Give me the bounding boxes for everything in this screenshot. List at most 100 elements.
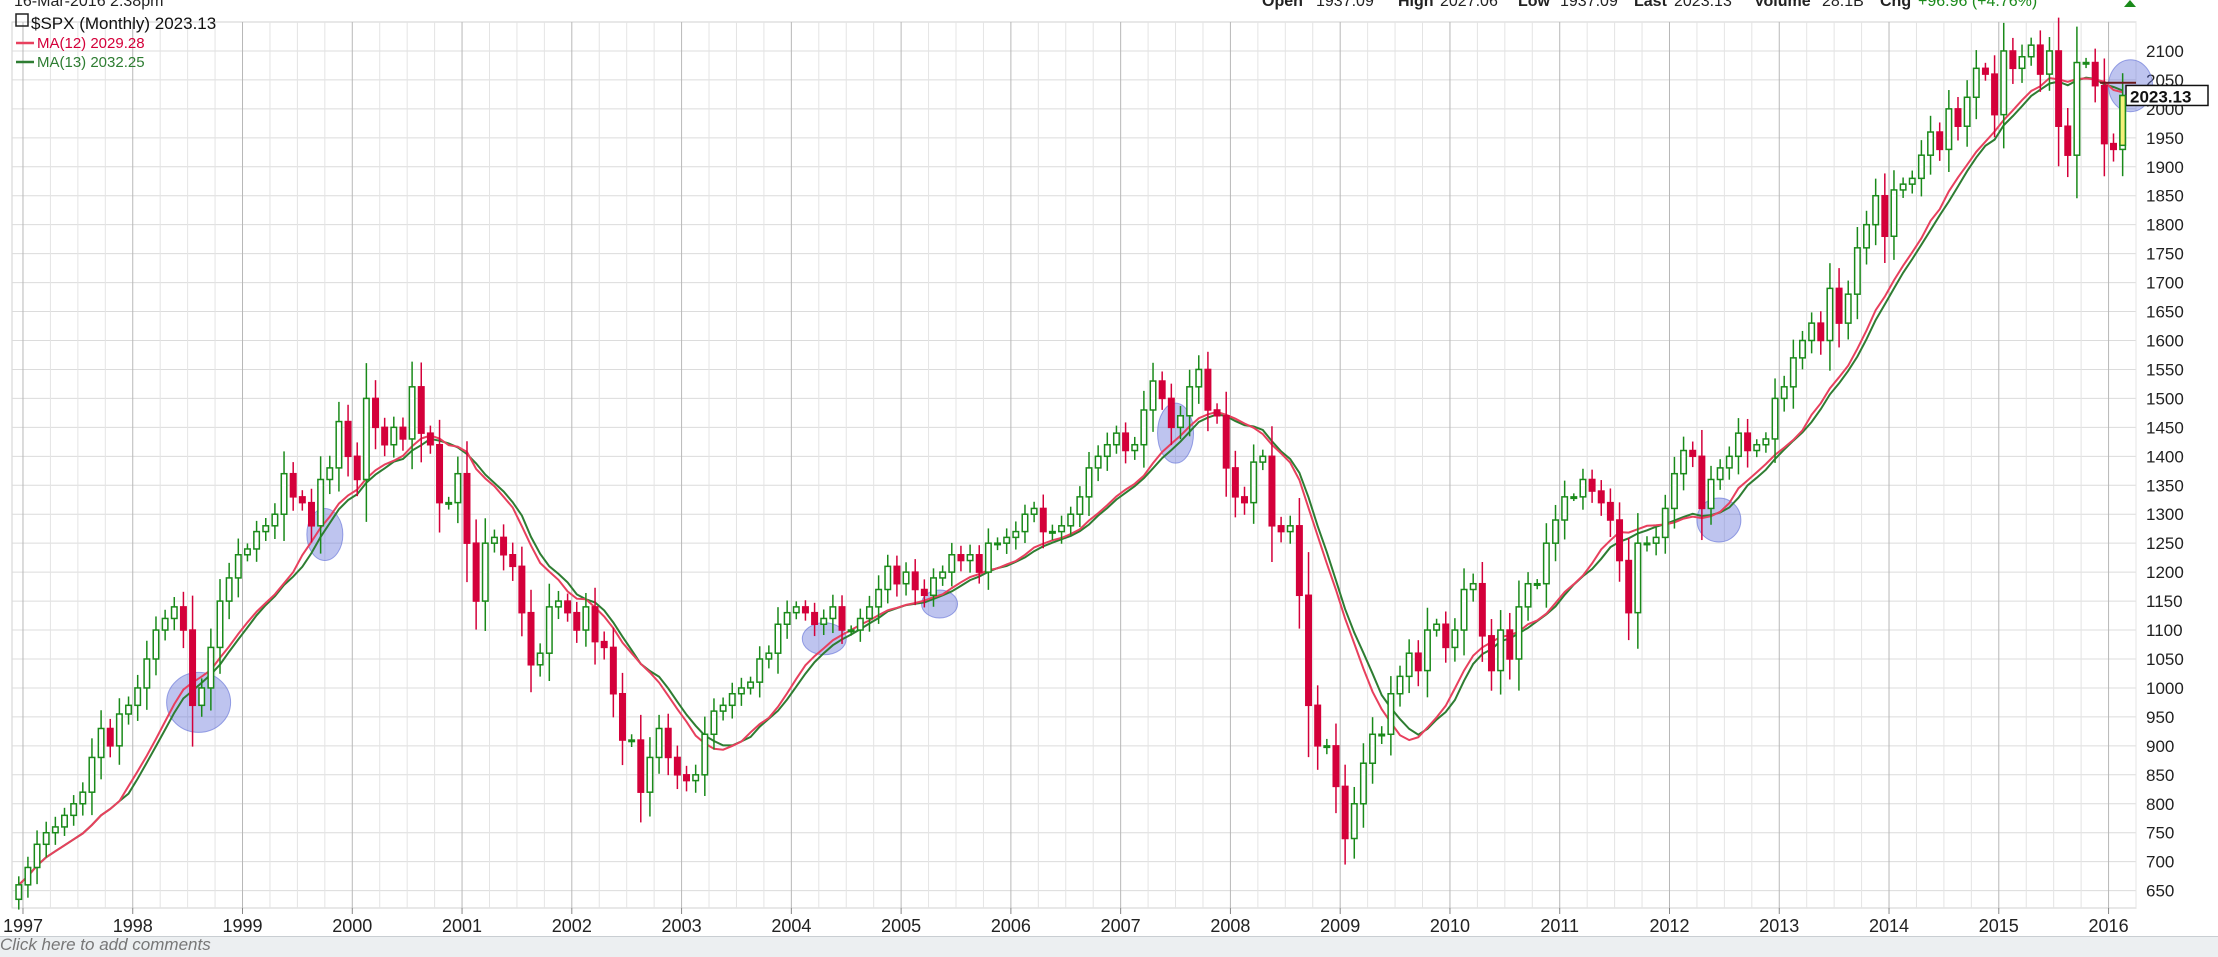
candle-up (1917, 154, 1925, 180)
candle-up (1899, 183, 1907, 191)
y-tick-label: 1800 (2146, 216, 2184, 235)
candle-up (554, 600, 562, 608)
y-tick-label: 1400 (2146, 447, 2184, 466)
candle-up (939, 571, 947, 579)
candle-up (783, 611, 791, 625)
candle-up (1853, 247, 1861, 295)
x-tick-label: 2002 (552, 916, 592, 936)
legend-ma13: MA(13) 2032.25 (37, 54, 145, 71)
candle-up (88, 756, 96, 793)
candle-down (893, 565, 901, 585)
candle-up (152, 629, 160, 660)
candle-down (1991, 73, 1999, 116)
x-tick-label: 1998 (113, 916, 153, 936)
candle-up (719, 704, 727, 712)
candle-up (1387, 692, 1395, 736)
x-tick-label: 2014 (1869, 916, 1909, 936)
candle-down (463, 472, 471, 544)
candle-down (2091, 61, 2099, 87)
comment-prompt[interactable]: Click here to add comments (0, 935, 211, 954)
candle-up (1872, 194, 1880, 226)
candle-down (426, 432, 434, 446)
candle-down (1341, 785, 1349, 840)
candle-down (573, 611, 581, 631)
y-tick-label: 1600 (2146, 331, 2184, 350)
candle-up (1762, 438, 1770, 446)
y-tick-label: 1050 (2146, 650, 2184, 669)
x-tick-label: 1999 (222, 916, 262, 936)
candle-up (1286, 525, 1294, 533)
candle-up (1542, 542, 1550, 585)
chg-value: +96.96 (+4.76%) (1918, 0, 2037, 10)
candle-up (994, 542, 1002, 546)
candle-up (1826, 287, 1834, 342)
y-tick-label: 900 (2146, 737, 2174, 756)
y-tick-label: 1700 (2146, 274, 2184, 293)
x-tick-label: 2008 (1210, 916, 1250, 936)
candle-down (1689, 449, 1697, 458)
header-timestamp: 16-Mar-2016 2:38pm (14, 0, 163, 10)
candle-up (1359, 762, 1367, 805)
low-label: Low (1518, 0, 1551, 10)
candle-down (2100, 84, 2108, 145)
candle-up (829, 606, 837, 620)
y-tick-label: 750 (2146, 824, 2174, 843)
x-tick-label: 2005 (881, 916, 921, 936)
candle-up (747, 681, 755, 689)
x-tick-label: 2004 (771, 916, 811, 936)
candle-up (765, 652, 773, 660)
candle-up (271, 513, 279, 527)
last-price-group: 2023.13 (2100, 81, 2209, 147)
candle-down (1231, 467, 1239, 498)
legend-symbol-box (15, 13, 29, 27)
candle-up (902, 571, 910, 585)
candle-up (1433, 623, 1441, 631)
candle-down (811, 611, 819, 625)
candle-up (1103, 443, 1111, 458)
high-label: High (1398, 0, 1434, 10)
candle-up (1497, 629, 1505, 672)
candle-up (1259, 455, 1267, 463)
candle-down (975, 554, 983, 573)
candle-up (875, 588, 883, 608)
candle-up (1186, 386, 1194, 417)
candle-down (1936, 131, 1944, 151)
candle-up (545, 606, 553, 654)
candle-down (1981, 67, 1989, 75)
candle-down (106, 727, 114, 747)
candle-down (1268, 455, 1276, 527)
candle-up (1808, 322, 1816, 342)
candle-down (2036, 44, 2044, 75)
x-tick-label: 2010 (1430, 916, 1470, 936)
header-ohlc: Open 1937.09 High 2027.06 Low 1937.09 La… (1262, 0, 2136, 10)
comment-bar[interactable]: Click here to add comments (0, 935, 2218, 957)
candle-down (1954, 108, 1962, 127)
candle-up (1021, 513, 1029, 533)
candle-up (1094, 455, 1102, 469)
x-tick-label: 2000 (332, 916, 372, 936)
candle-up (225, 577, 233, 602)
candle-down (2055, 50, 2063, 127)
candle-down (381, 426, 389, 446)
candle-up (1661, 507, 1669, 539)
current-candle (2119, 94, 2127, 147)
candle-up (335, 420, 343, 469)
candle-up (1369, 733, 1377, 764)
y-tick-label: 2100 (2146, 42, 2184, 61)
candle-down (673, 756, 681, 776)
candle-up (1112, 432, 1120, 446)
candle-down (1122, 432, 1130, 452)
candle-up (1378, 733, 1386, 737)
candle-up (15, 884, 23, 901)
candle-down (189, 629, 197, 707)
candle-down (353, 455, 361, 481)
x-tick-label: 1997 (3, 916, 43, 936)
candle-up (582, 606, 590, 631)
grid (12, 22, 2137, 908)
candle-down (591, 606, 599, 643)
candle-down (957, 554, 965, 562)
candle-down (500, 536, 508, 556)
candle-down (920, 588, 928, 597)
candle-down (298, 496, 306, 504)
candle-up (1716, 467, 1724, 481)
